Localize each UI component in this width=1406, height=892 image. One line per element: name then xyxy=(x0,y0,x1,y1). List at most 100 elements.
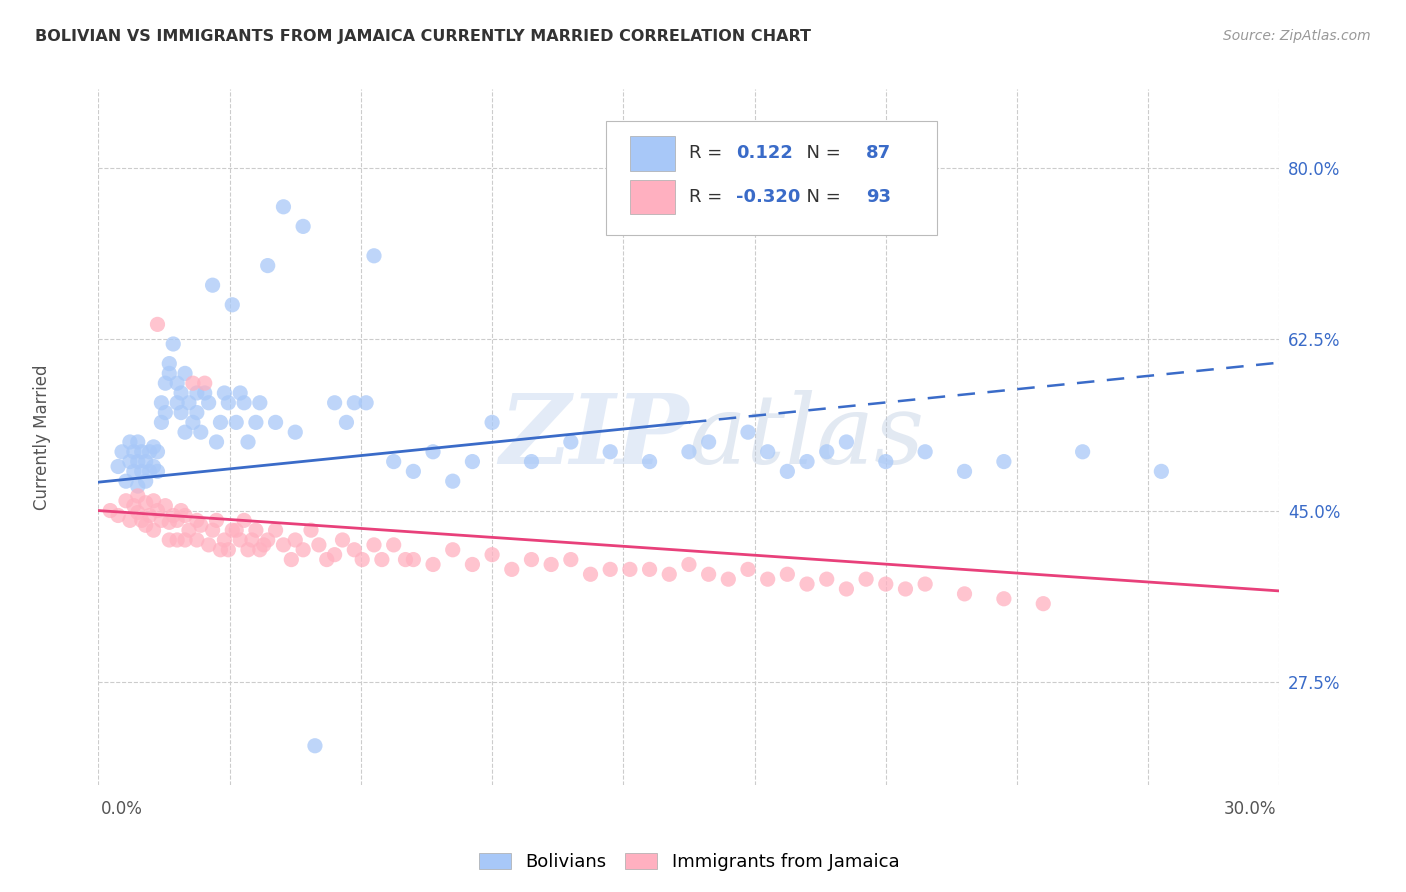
Point xyxy=(166,533,188,547)
Point xyxy=(194,376,217,391)
Point xyxy=(284,425,307,440)
Point xyxy=(835,582,858,596)
Point xyxy=(894,582,917,596)
Point xyxy=(157,516,180,530)
Point xyxy=(256,533,278,547)
Point xyxy=(166,376,188,391)
Text: R =: R = xyxy=(689,145,728,162)
Point xyxy=(993,454,1015,468)
Point xyxy=(323,396,346,410)
Point xyxy=(717,572,740,586)
Point xyxy=(352,552,374,566)
Point xyxy=(638,454,661,468)
Point xyxy=(815,444,838,458)
Point xyxy=(197,538,219,552)
Point xyxy=(382,454,405,468)
Point xyxy=(177,523,200,537)
Text: Source: ZipAtlas.com: Source: ZipAtlas.com xyxy=(1223,29,1371,43)
Point xyxy=(233,396,256,410)
Point xyxy=(441,542,464,557)
Point xyxy=(914,577,936,591)
Point xyxy=(190,425,212,440)
Point xyxy=(150,513,173,527)
Point xyxy=(142,493,165,508)
Point xyxy=(122,464,145,478)
Point xyxy=(501,562,523,576)
Point xyxy=(146,444,169,458)
Point xyxy=(422,444,444,458)
Point xyxy=(236,434,259,449)
Point xyxy=(560,434,582,449)
Point xyxy=(142,459,165,474)
Point xyxy=(127,489,149,503)
Point xyxy=(1032,597,1054,611)
Point xyxy=(737,425,759,440)
Point xyxy=(540,558,562,572)
Point xyxy=(186,406,208,420)
Point xyxy=(118,454,141,468)
Point xyxy=(118,434,141,449)
Point xyxy=(138,464,160,478)
Point xyxy=(402,464,425,478)
Text: R =: R = xyxy=(689,188,728,206)
Text: N =: N = xyxy=(796,188,846,206)
Point xyxy=(155,406,177,420)
Point xyxy=(205,434,228,449)
Point xyxy=(579,567,602,582)
Point xyxy=(131,513,153,527)
Point xyxy=(658,567,681,582)
Point xyxy=(240,533,263,547)
Point xyxy=(174,533,197,547)
Point xyxy=(115,493,138,508)
Point xyxy=(142,523,165,537)
Point xyxy=(697,567,720,582)
Point xyxy=(245,523,267,537)
Point xyxy=(127,454,149,468)
Point xyxy=(186,386,208,401)
Point xyxy=(304,739,326,753)
Point xyxy=(354,396,377,410)
Text: 93: 93 xyxy=(866,188,891,206)
Point xyxy=(155,376,177,391)
Point xyxy=(135,496,157,510)
Point xyxy=(166,396,188,410)
Point xyxy=(815,572,838,586)
Point xyxy=(170,406,193,420)
Point xyxy=(599,444,621,458)
Point xyxy=(796,454,818,468)
Point xyxy=(520,552,543,566)
Point xyxy=(382,538,405,552)
Point xyxy=(181,416,204,430)
Point xyxy=(875,577,897,591)
Point xyxy=(135,454,157,468)
Point xyxy=(756,572,779,586)
Point xyxy=(619,562,641,576)
Point xyxy=(441,474,464,488)
Point xyxy=(315,552,337,566)
Bar xyxy=(630,136,675,170)
FancyBboxPatch shape xyxy=(606,120,936,235)
Point xyxy=(150,396,173,410)
Point xyxy=(236,542,259,557)
Point xyxy=(264,416,287,430)
Point xyxy=(146,503,169,517)
Point xyxy=(209,542,232,557)
Point xyxy=(308,538,330,552)
Point xyxy=(135,518,157,533)
Point xyxy=(394,552,416,566)
Point xyxy=(181,376,204,391)
Point xyxy=(273,200,295,214)
Point xyxy=(221,298,243,312)
Point xyxy=(993,591,1015,606)
Point xyxy=(481,548,503,562)
Point xyxy=(599,562,621,576)
Point xyxy=(363,249,385,263)
Point xyxy=(186,513,208,527)
Point xyxy=(363,538,385,552)
Point xyxy=(253,538,276,552)
Point xyxy=(122,499,145,513)
Point xyxy=(150,416,173,430)
Point xyxy=(249,542,271,557)
Point xyxy=(249,396,271,410)
Point xyxy=(221,523,243,537)
